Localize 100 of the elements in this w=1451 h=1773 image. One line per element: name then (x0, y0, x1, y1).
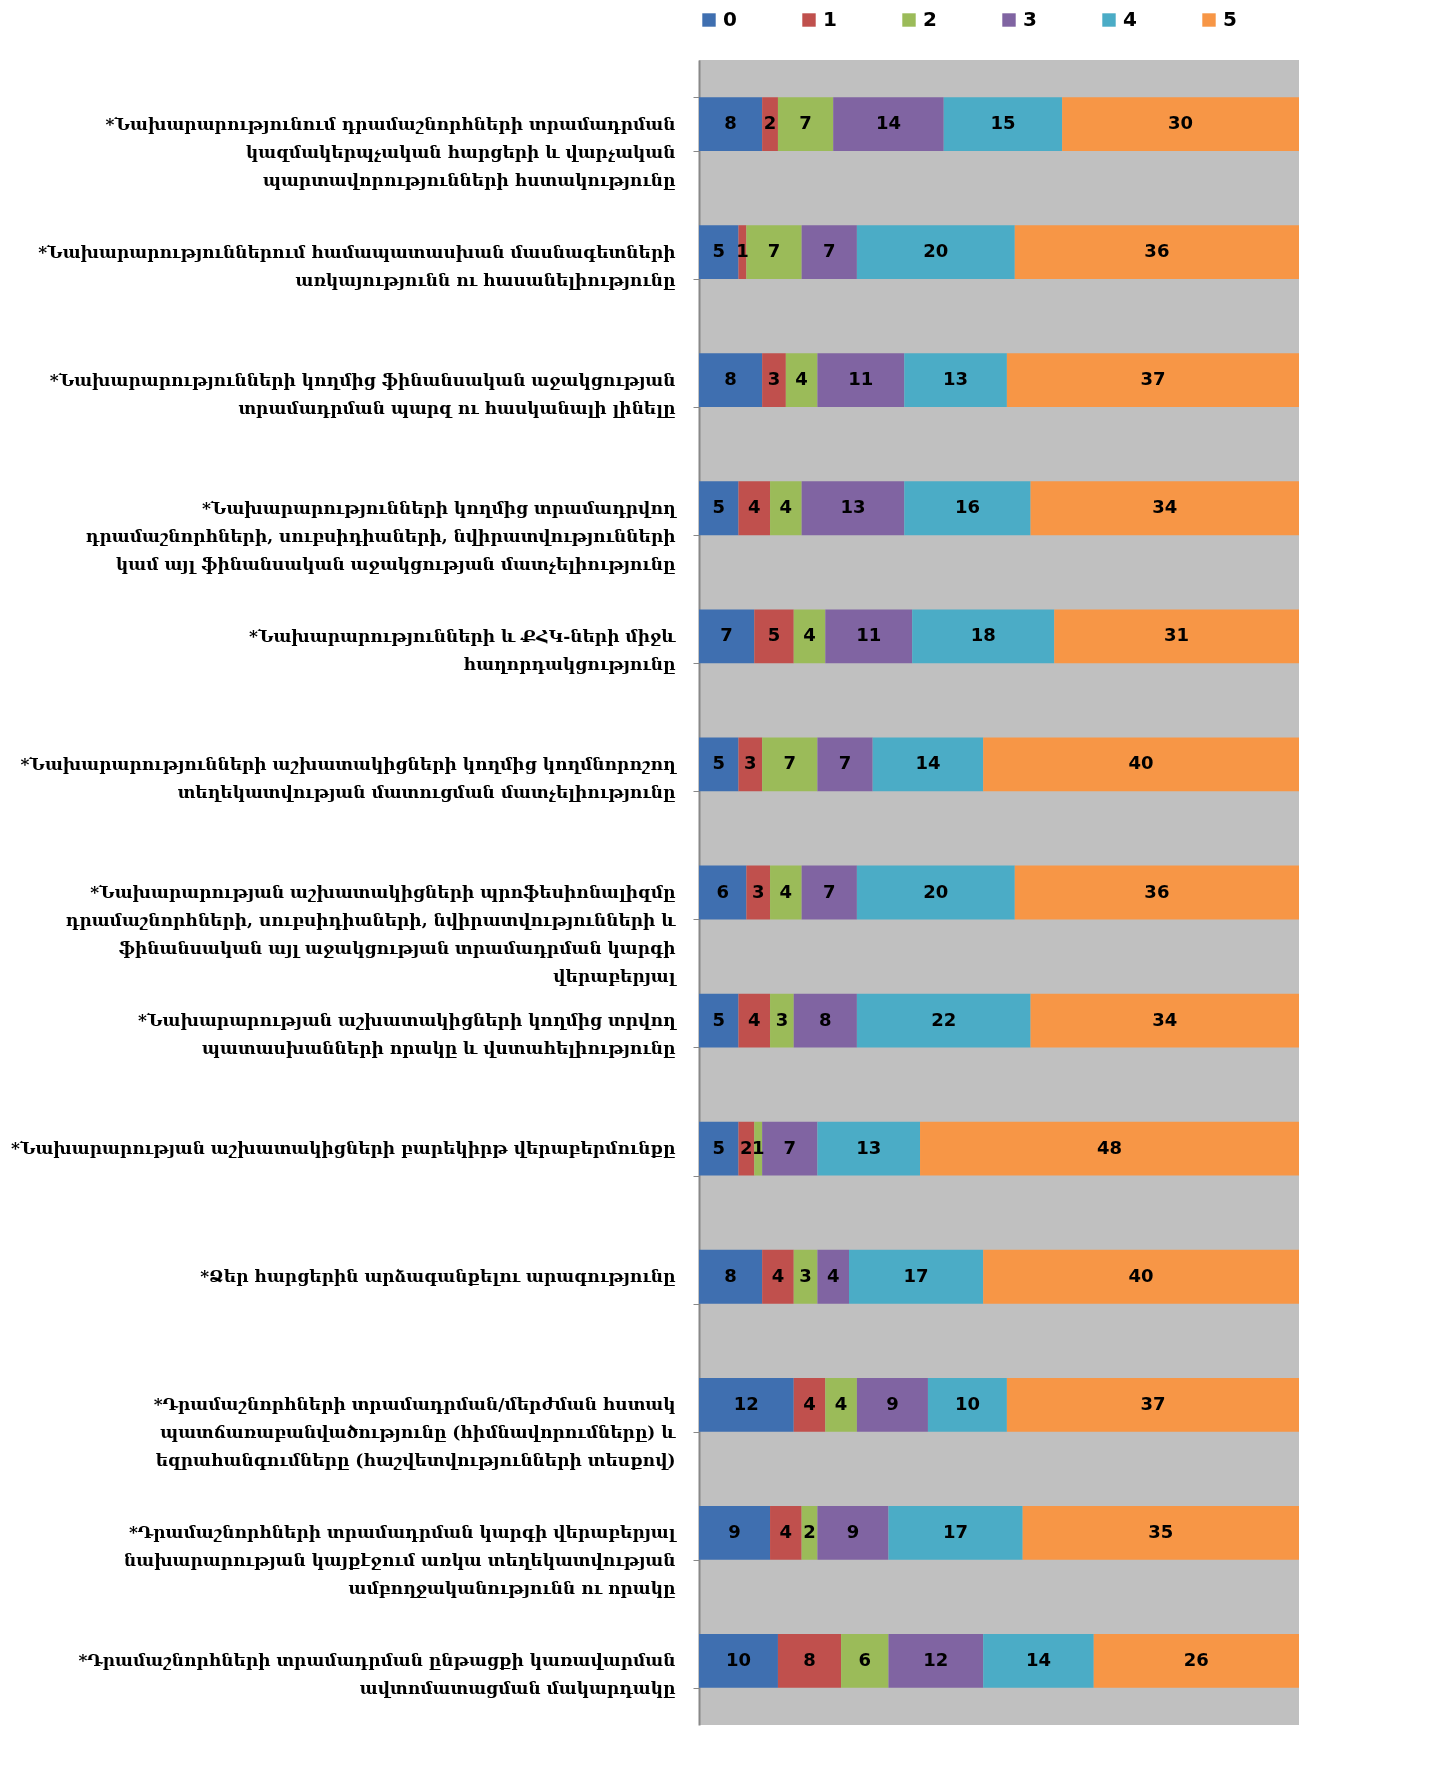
bar (746, 865, 771, 920)
data-label: 17 (903, 1264, 929, 1286)
data-label: 3 (767, 368, 781, 390)
y-tick-label: *Դրամաշնորհների տրամադրման կարգի վերաբերյալ նախարարության կայքէջում առկա տեղեկատվության ամբողջականությունն ու որակը (123, 1522, 678, 1599)
bar (738, 481, 771, 536)
bar (699, 865, 747, 920)
y-tick-label: *Նախարարությունների և ՔՀԿ-ների միջև հաղորդակցությունը (249, 625, 677, 674)
bar (762, 97, 778, 151)
data-label: 48 (1097, 1136, 1123, 1158)
bar (983, 1249, 1299, 1304)
bar (983, 737, 1299, 792)
data-label: 7 (767, 240, 781, 262)
data-label: 4 (748, 496, 761, 518)
bar (793, 1377, 826, 1432)
data-label: 20 (923, 240, 949, 262)
bar (825, 609, 913, 664)
data-label: 30 (1168, 112, 1194, 134)
bar (699, 353, 763, 408)
bar (904, 353, 1007, 408)
data-label: 18 (970, 624, 996, 646)
legend-label: 1 (823, 7, 837, 31)
data-label: 7 (799, 112, 812, 134)
bar (793, 1249, 818, 1304)
bar (1054, 609, 1299, 664)
bar (699, 1377, 794, 1432)
bar (801, 481, 905, 536)
data-label: 34 (1152, 496, 1178, 518)
data-label: 15 (990, 112, 1016, 134)
bar (927, 1377, 1007, 1432)
data-label: 4 (826, 1264, 840, 1286)
data-label: 11 (848, 368, 874, 390)
bar (1022, 1505, 1299, 1560)
data-label: 12 (733, 1392, 759, 1414)
bar (841, 1634, 889, 1688)
bar (699, 993, 739, 1048)
data-label: 37 (1140, 368, 1166, 390)
bar (699, 1634, 778, 1688)
bar (856, 225, 1015, 280)
data-label: 1 (751, 1136, 765, 1158)
bar (833, 97, 944, 151)
bar (738, 737, 763, 792)
data-label: 37 (1140, 1392, 1166, 1414)
legend-label: 5 (1223, 7, 1237, 31)
bar (762, 1249, 794, 1304)
data-label: 11 (856, 624, 882, 646)
data-label: 4 (771, 1264, 785, 1286)
y-tick-label: *Նախարարությունների կողմից տրամադրվող դրամաշնորհների, սուբսիդիաների, նվիրատվությունների կամ այլ ֆինանսական աջակցության մատչելիությունը (85, 497, 677, 574)
legend-label: 0 (723, 7, 737, 31)
data-label: 7 (783, 1136, 797, 1158)
data-label: 5 (712, 496, 725, 518)
data-label: 4 (834, 1392, 848, 1414)
bar (770, 865, 802, 920)
bar (856, 865, 1015, 920)
data-label: 5 (712, 752, 725, 774)
bar (793, 609, 826, 664)
legend-label: 4 (1123, 7, 1137, 31)
data-label: 14 (915, 752, 941, 774)
data-label: 4 (803, 1392, 816, 1414)
data-label: 40 (1128, 1264, 1154, 1286)
bar (912, 609, 1055, 664)
bar (1030, 481, 1299, 536)
data-label: 34 (1152, 1008, 1178, 1030)
bar (801, 865, 857, 920)
data-label: 2 (740, 1136, 753, 1158)
bar (1006, 353, 1299, 408)
data-label: 5 (712, 1136, 725, 1158)
bar (872, 737, 984, 792)
bar (699, 97, 763, 151)
data-label: 9 (728, 1520, 741, 1542)
bar (699, 737, 739, 792)
bar (699, 225, 739, 280)
data-label: 4 (779, 1520, 793, 1542)
bar (738, 993, 771, 1048)
bar (793, 993, 857, 1048)
bar (785, 353, 818, 408)
data-label: 6 (716, 880, 729, 902)
data-label: 2 (763, 112, 777, 134)
bar (746, 225, 802, 280)
data-label: 36 (1144, 880, 1170, 902)
bar (817, 1121, 921, 1176)
bar (817, 1505, 889, 1560)
bar (983, 1634, 1094, 1688)
data-label: 3 (799, 1264, 812, 1286)
data-label: 8 (724, 1264, 737, 1286)
data-label: 2 (803, 1520, 816, 1542)
bar (825, 1377, 857, 1432)
bar (1093, 1634, 1299, 1688)
bar (849, 1249, 984, 1304)
y-tick-label: *Նախարարության աշխատակիցների կողմից տրվող պատասխանների որակը և վստահելիությունը (138, 1010, 677, 1059)
bar (770, 993, 794, 1048)
data-label: 20 (923, 880, 949, 902)
y-tick-label: *Դրամաշնորհների տրամադրման/մերժման հստակ պատճառաբանվածությունը (հիմնավորումները) և եզրահանգումները (հաշվետվությունների տեսքով) (153, 1394, 677, 1471)
bar (762, 737, 818, 792)
data-label: 6 (858, 1648, 872, 1670)
data-label: 4 (795, 368, 808, 390)
data-label: 4 (748, 1008, 761, 1030)
y-tick-label: *Ձեր հարցերին արձագանքելու արագությունը (200, 1266, 677, 1287)
bar (920, 1121, 1299, 1176)
data-label: 9 (886, 1392, 899, 1414)
data-label: 16 (954, 496, 980, 518)
